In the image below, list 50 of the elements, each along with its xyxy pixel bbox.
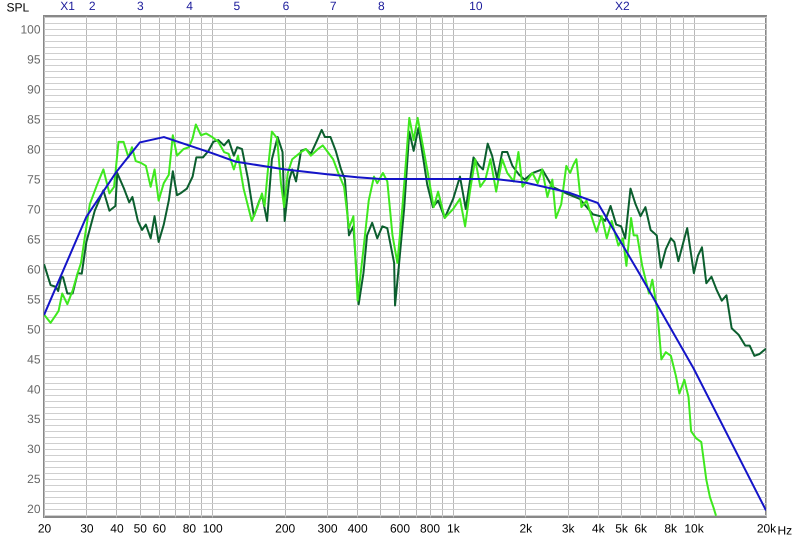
y-tick-label: 75 — [27, 172, 41, 187]
x-tick-label: 4k — [592, 522, 606, 536]
y-tick-label: 40 — [27, 382, 41, 396]
text: 7 — [330, 0, 337, 13]
y-tick-label: 55 — [27, 292, 41, 306]
y-tick-label: 65 — [27, 232, 41, 246]
x-axis-title: Hz — [778, 524, 792, 538]
text: 6 — [282, 0, 290, 13]
y-axis-title: SPL — [6, 0, 30, 14]
y-tick-label: 35 — [27, 412, 41, 426]
x-tick-label: 8k — [664, 522, 678, 536]
text: 2 — [88, 0, 96, 13]
x-tick-label: 80 — [182, 522, 196, 536]
y-tick-label: 70 — [27, 202, 41, 216]
y-tick-label: 85 — [27, 112, 41, 127]
text: 4 — [186, 0, 194, 13]
y-tick-label: 50 — [27, 322, 41, 336]
x-tick-label: 50 — [134, 522, 148, 536]
x-tick-label: 600 — [390, 522, 410, 536]
text: 8 — [378, 0, 386, 13]
x-tick-label: 1k — [447, 522, 461, 536]
text: 5 — [233, 0, 240, 13]
y-tick-label: 80 — [27, 142, 41, 157]
text: 10 — [469, 0, 483, 13]
y-tick-label: 60 — [27, 262, 41, 276]
x-tick-label: 3k — [562, 522, 576, 536]
x-tick-label: 5k — [615, 522, 629, 536]
x-tick-label: 300 — [318, 522, 338, 536]
text: X1 — [60, 0, 76, 13]
y-tick-label: 20 — [27, 502, 41, 516]
x-tick-label: 40 — [110, 522, 124, 536]
x-tick-label: 30 — [80, 522, 94, 536]
x-tick-label: 2k — [519, 522, 534, 536]
x-tick-label: 400 — [348, 522, 368, 536]
text: X2 — [615, 0, 630, 13]
x-tick-label: 20 — [38, 522, 52, 536]
y-tick-label: 95 — [27, 52, 41, 67]
x-tick-label: 100 — [202, 522, 224, 536]
x-tick-label: 6k — [634, 522, 648, 536]
y-tick-label: 45 — [27, 352, 41, 366]
y-tick-label: 90 — [27, 82, 41, 97]
text: 3 — [137, 0, 144, 13]
x-tick-label: 800 — [420, 522, 440, 536]
y-tick-label: 30 — [27, 442, 41, 456]
x-tick-label: 60 — [152, 522, 166, 536]
y-tick-label: 25 — [27, 472, 41, 486]
y-tick-label: 100 — [20, 22, 41, 37]
x-tick-label: 10k — [684, 522, 705, 536]
x-tick-label: 20k — [756, 522, 778, 536]
x-tick-label: 200 — [275, 522, 296, 536]
